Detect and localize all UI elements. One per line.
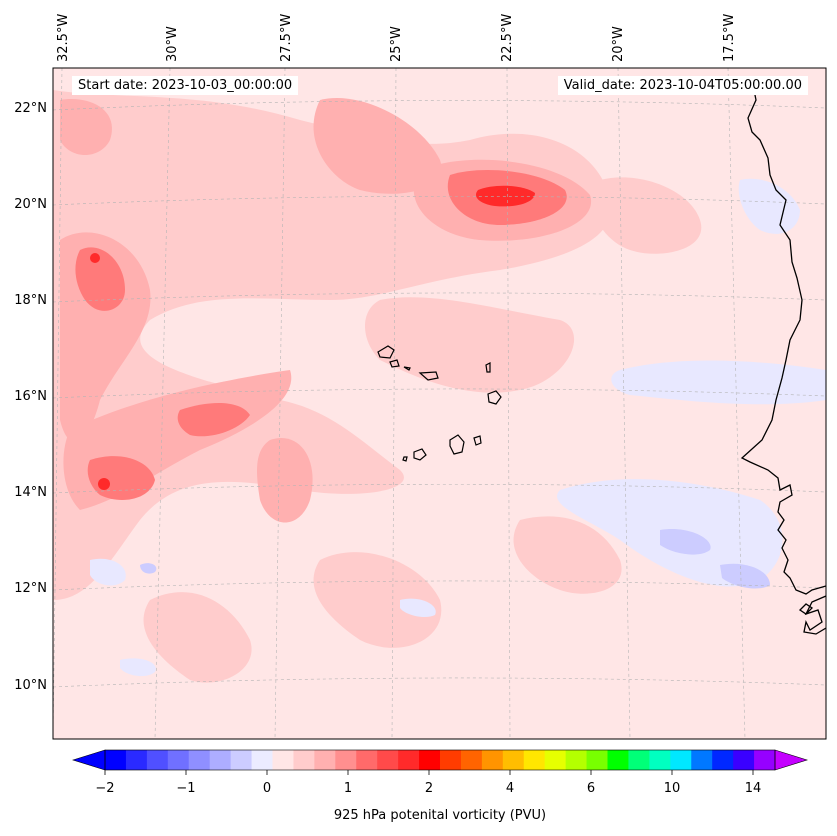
colorbar-title: 925 hPa potenital vorticity (PVU)	[333, 808, 547, 823]
map-panel	[53, 68, 826, 739]
colorbar-tick-label: −2	[95, 781, 114, 796]
colorbar-cell	[272, 750, 294, 770]
pv-negative-strong	[140, 529, 770, 589]
colorbar-cell	[712, 750, 734, 770]
colorbar-cell	[628, 750, 650, 770]
lon-label: 27.5°W	[279, 14, 294, 62]
colorbar-cell	[523, 750, 546, 770]
lat-label: 14°N	[14, 485, 47, 500]
colorbar-cell	[293, 750, 315, 770]
lon-label: 25°W	[389, 26, 404, 62]
colorbar-cell	[335, 750, 357, 770]
pv-peak-field	[90, 185, 535, 490]
colorbar-cell	[565, 750, 588, 770]
colorbar-cell	[607, 750, 629, 770]
colorbar-cell	[105, 750, 127, 770]
colorbar-cell	[314, 750, 336, 770]
lat-label: 10°N	[14, 678, 47, 693]
colorbar-tick-label: 2	[425, 781, 433, 796]
lon-label: 32.5°W	[56, 14, 71, 62]
african-coastline	[740, 79, 826, 635]
colorbar-cell	[125, 750, 148, 770]
colorbar-cell	[356, 750, 378, 770]
colorbar-tick-label: 4	[506, 781, 514, 796]
valid-date-label: Valid_date: 2023-10-04T05:00:00.00	[557, 76, 808, 95]
colorbar-tick-label: 0	[263, 781, 271, 796]
map-frame	[52, 67, 827, 740]
colorbar-tick-labels: −2 −1 0 1 2 4 6 10 14	[95, 781, 761, 796]
colorbar-cell	[209, 750, 232, 770]
colorbar-cell	[167, 750, 190, 770]
colorbar: −2 −1 0 1 2 4 6 10 14	[71, 749, 809, 796]
longitude-axis: 32.5°W 30°W 27.5°W 25°W 22.5°W 20°W 17.5…	[56, 14, 737, 62]
colorbar-cell	[691, 750, 713, 770]
colorbar-cell	[230, 750, 253, 770]
lat-label: 18°N	[14, 293, 47, 308]
colorbar-tick-label: 10	[664, 781, 681, 796]
colorbar-frame	[104, 749, 776, 771]
colorbar-cell	[544, 750, 567, 770]
graticule	[53, 68, 826, 739]
colorbar-over-arrow	[774, 749, 809, 771]
colorbar-cell	[670, 750, 692, 770]
colorbar-cell	[586, 750, 608, 770]
colorbar-cell	[377, 750, 399, 770]
colorbar-cell	[440, 750, 462, 770]
lon-label: 17.5°W	[722, 14, 737, 62]
lon-label: 20°W	[611, 26, 626, 62]
colorbar-ticks	[104, 770, 754, 775]
colorbar-cell	[481, 750, 504, 770]
colorbar-cell	[733, 750, 755, 770]
colorbar-cell	[460, 750, 483, 770]
lat-label: 16°N	[14, 389, 47, 404]
colorbar-tick-label: 1	[344, 781, 352, 796]
colorbar-cell	[502, 750, 525, 770]
latitude-axis: 22°N 20°N 18°N 16°N 14°N 12°N 10°N	[14, 101, 47, 693]
lon-label: 30°W	[165, 26, 180, 62]
colorbar-cell	[754, 750, 776, 770]
lat-label: 22°N	[14, 101, 47, 116]
colorbar-cell	[146, 750, 169, 770]
colorbar-cell	[251, 750, 273, 770]
lon-label: 22.5°W	[500, 14, 515, 62]
colorbar-cell	[188, 750, 211, 770]
start-date-label: Start date: 2023-10-03_00:00:00	[72, 76, 299, 95]
lat-label: 12°N	[14, 581, 47, 596]
colorbar-cell	[419, 750, 441, 770]
colorbar-cells	[105, 750, 776, 770]
colorbar-cell	[649, 750, 671, 770]
colorbar-tick-label: 6	[587, 781, 595, 796]
colorbar-cell	[398, 750, 420, 770]
cape-verde-islands	[377, 345, 502, 462]
colorbar-under-arrow	[71, 749, 106, 771]
colorbar-tick-label: −1	[176, 781, 195, 796]
colorbar-tick-label: 14	[745, 781, 762, 796]
lat-label: 20°N	[14, 197, 47, 212]
